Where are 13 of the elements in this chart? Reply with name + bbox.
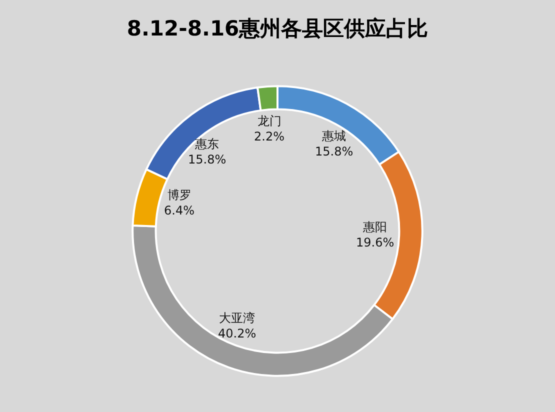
- chart-title: 8.12-8.16惠州各县区供应占比: [126, 16, 428, 40]
- data-label: 2.2%: [254, 130, 284, 144]
- data-label: 19.6%: [356, 236, 394, 250]
- data-label: 15.8%: [315, 144, 354, 159]
- slice-label: 大亚湾: [219, 311, 256, 325]
- slice-label: 龙门: [257, 114, 282, 128]
- slice-label: 惠阳: [362, 220, 388, 234]
- slice-label: 惠城: [321, 129, 346, 143]
- slice-label: 惠东: [194, 137, 220, 151]
- data-label: 40.2%: [218, 326, 256, 341]
- slice-label: 博罗: [167, 188, 192, 202]
- data-label: 15.8%: [188, 152, 226, 167]
- data-label: 6.4%: [164, 204, 194, 218]
